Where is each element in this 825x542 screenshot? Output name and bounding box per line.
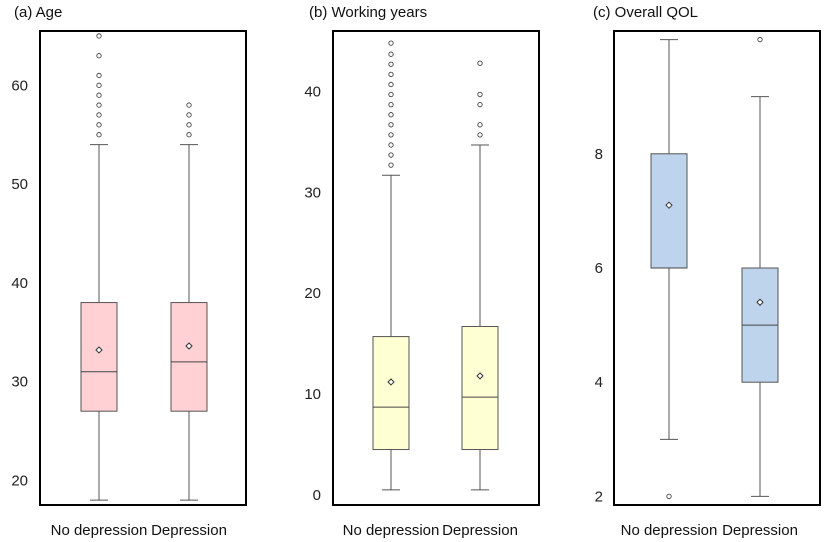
outlier-point [388, 81, 394, 88]
outlier-point [388, 132, 394, 138]
box-no-depression [80, 33, 118, 501]
plot-frame [613, 30, 821, 506]
panel-title: (a) Age [14, 4, 62, 21]
y-tick-label: 30 [11, 374, 28, 391]
panel-title: (b) Working years [309, 4, 427, 21]
y-tick-label: 2 [595, 488, 603, 505]
outlier-point [96, 132, 102, 138]
y-tick-label: 10 [304, 386, 321, 403]
iqr-box [170, 302, 208, 412]
outlier-point [388, 61, 394, 67]
panel-1: (a) Age 20 30 40 50 60 No depression Depression [11, 4, 247, 539]
outlier-point [477, 132, 483, 138]
box-no-depression [372, 40, 410, 491]
outlier-point [388, 71, 394, 78]
box-depression [170, 102, 208, 501]
plot-frame [332, 30, 540, 506]
y-tick-label: 6 [595, 260, 603, 277]
category-label: No depression [343, 522, 440, 539]
box-no-depression [650, 39, 688, 500]
outlier-point [186, 102, 192, 108]
y-tick-label: 50 [11, 176, 28, 193]
outlier-point [96, 102, 102, 108]
outlier-point [477, 101, 483, 108]
outlier-point [96, 72, 102, 79]
y-tick-label: 30 [304, 184, 321, 201]
outlier-point [96, 122, 102, 128]
mean-marker [387, 378, 395, 386]
panel-2: (b) Working years 0 10 20 30 40 No depression D… [304, 4, 540, 539]
outlier-point [388, 162, 394, 168]
y-tick-label: 40 [304, 84, 321, 101]
y-tick-label: 4 [595, 374, 603, 391]
outlier-point [477, 122, 483, 128]
outlier-point [388, 51, 394, 57]
iqr-box [650, 153, 688, 269]
y-tick-label: 20 [11, 472, 28, 489]
outlier-point [388, 112, 394, 118]
outlier-point [96, 82, 102, 88]
outlier-point [96, 33, 102, 39]
outlier-point [96, 92, 102, 98]
outlier-point [477, 91, 483, 98]
outlier-point [666, 493, 672, 500]
plot-frame [39, 30, 247, 506]
y-tick-label: 20 [304, 285, 321, 302]
category-label: No depression [621, 522, 718, 539]
mean-marker [95, 346, 103, 354]
outlier-point [757, 36, 763, 43]
outlier-point [388, 40, 394, 46]
category-label: Depression [151, 522, 227, 539]
outlier-point [96, 112, 102, 118]
y-tick-label: 60 [11, 77, 28, 94]
y-tick-label: 40 [11, 275, 28, 292]
outlier-point [96, 53, 102, 59]
category-label: Depression [442, 522, 518, 539]
iqr-box [80, 302, 118, 412]
mean-marker [476, 372, 484, 380]
y-tick-label: 0 [313, 487, 321, 504]
outlier-point [388, 122, 394, 128]
outlier-point [477, 60, 483, 66]
panel-3: (c) Overall QOL 2 4 6 8 No depression Depressi… [593, 4, 821, 539]
iqr-box [461, 325, 499, 451]
outlier-point [186, 112, 192, 118]
outlier-point [388, 101, 394, 108]
outlier-point [388, 142, 394, 148]
outlier-point [186, 132, 192, 138]
category-label: Depression [722, 522, 798, 539]
box-depression [461, 60, 499, 491]
y-tick-label: 8 [595, 146, 603, 163]
panel-title: (c) Overall QOL [593, 4, 698, 21]
mean-marker [185, 342, 193, 350]
mean-marker [665, 201, 673, 209]
iqr-box [372, 336, 410, 451]
outlier-point [186, 122, 192, 128]
outlier-point [388, 152, 394, 158]
outlier-point [388, 91, 394, 98]
box-depression [741, 36, 779, 497]
mean-marker [756, 298, 764, 306]
category-label: No depression [51, 522, 148, 539]
